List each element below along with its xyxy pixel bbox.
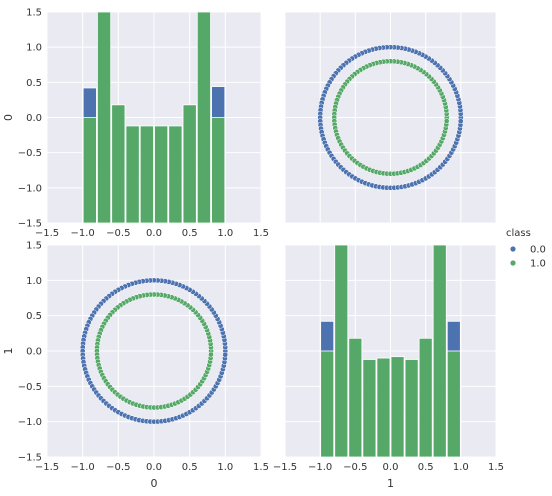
- marks: [320, 245, 461, 457]
- y-tick-label: 1.0: [26, 43, 42, 54]
- y-axis-label: 0: [2, 114, 15, 121]
- x-tick-label: −1.5: [273, 462, 297, 473]
- bar-1.0-bin-9: [211, 117, 226, 223]
- x-tick-label: 0.0: [146, 228, 162, 239]
- bar-1.0-bin-4: [376, 357, 391, 457]
- y-tick-label: 0.0: [26, 113, 42, 124]
- marks: [82, 12, 226, 223]
- bar-1.0-bin-8: [196, 12, 211, 223]
- bar-1.0-bin-2: [348, 337, 363, 457]
- y-tick-label: 0.5: [26, 311, 42, 322]
- x-tick-label: −1.5: [35, 228, 59, 239]
- x-tick-label: −1.0: [308, 462, 332, 473]
- y-tick-label: −1.0: [18, 183, 42, 194]
- x-tick-label: −1.0: [71, 228, 95, 239]
- x-tick-label: 1.5: [253, 462, 269, 473]
- y-tick-label: 1.5: [26, 241, 42, 252]
- bar-1.0-bin-5: [390, 356, 405, 457]
- x-tick-label: 1.5: [488, 462, 504, 473]
- bar-1.0-bin-0: [320, 350, 335, 457]
- y-tick-label: 0.0: [26, 347, 42, 358]
- panel-row0-col0: −1.5 −1.0 −0.5 0.0 0.5 1.0 1.5 −1.5 −1.0 −0.5 0.0 0…: [2, 8, 269, 240]
- x-tick-label: 0.0: [146, 462, 162, 473]
- legend-marker-0.0: [510, 246, 516, 252]
- x-tick-label: −1.5: [35, 462, 59, 473]
- x-tick-label: 0.0: [383, 462, 399, 473]
- x-tick-label: −0.5: [106, 228, 130, 239]
- bar-1.0-bin-7: [418, 337, 433, 457]
- x-tick-label: 0.5: [418, 462, 434, 473]
- x-tick-label: 1.5: [253, 228, 269, 239]
- x-tick-label: −0.5: [343, 462, 367, 473]
- bar-1.0-bin-1: [97, 12, 112, 223]
- panel-row0-col1: [284, 11, 497, 224]
- x-tick-label: 1.0: [217, 228, 233, 239]
- marks: [79, 277, 229, 425]
- legend-marker-1.0: [510, 260, 516, 266]
- bar-1.0-bin-8: [432, 245, 447, 457]
- x-tick-label: −1.0: [71, 462, 95, 473]
- legend: class 0.0 1.0: [506, 228, 546, 270]
- legend-label-1.0: 1.0: [530, 259, 546, 270]
- legend-title: class: [506, 228, 531, 239]
- point-0.0-119: [222, 351, 229, 358]
- point-0.0-119: [457, 118, 464, 125]
- bar-1.0-bin-9: [446, 350, 461, 457]
- bar-1.0-bin-5: [154, 125, 169, 223]
- y-tick-label: −1.5: [18, 453, 42, 464]
- bar-1.0-bin-3: [125, 125, 140, 223]
- y-axis-label: 1: [2, 348, 15, 355]
- y-tick-label: −1.5: [18, 219, 42, 230]
- point-1.0-99: [443, 118, 450, 124]
- panel-row1-col1: −1.5 −1.0 −0.5 0.0 0.5 1.0 1.5 1: [273, 244, 504, 490]
- x-tick-label: 0.5: [182, 228, 198, 239]
- y-tick-label: −0.5: [18, 382, 42, 393]
- x-axis-label: 1: [387, 477, 394, 490]
- x-axis-label: 0: [151, 477, 158, 490]
- point-1.0-99: [208, 351, 214, 358]
- y-tick-label: −1.0: [18, 417, 42, 428]
- bar-1.0-bin-7: [182, 104, 197, 223]
- y-tick-label: 1.5: [26, 8, 42, 19]
- y-tick-label: 0.5: [26, 78, 42, 89]
- y-tick-label: 1.0: [26, 276, 42, 287]
- x-tick-label: 1.0: [217, 462, 233, 473]
- bar-1.0-bin-6: [168, 125, 183, 223]
- bar-1.0-bin-2: [111, 104, 126, 223]
- bar-1.0-bin-4: [139, 125, 154, 223]
- panel-row1-col0: −1.5 −1.0 −0.5 0.0 0.5 1.0 1.5 −1.5 −1.0 −0.5 0.0 0…: [2, 241, 269, 491]
- bar-1.0-bin-1: [334, 245, 349, 457]
- bar-1.0-bin-3: [362, 359, 377, 457]
- x-tick-label: 0.5: [182, 462, 198, 473]
- bar-1.0-bin-0: [82, 117, 97, 223]
- legend-label-0.0: 0.0: [530, 245, 546, 256]
- marks: [317, 44, 464, 191]
- x-tick-label: 1.0: [453, 462, 469, 473]
- y-tick-label: −0.5: [18, 148, 42, 159]
- bar-1.0-bin-6: [404, 359, 419, 457]
- x-tick-label: −0.5: [106, 462, 130, 473]
